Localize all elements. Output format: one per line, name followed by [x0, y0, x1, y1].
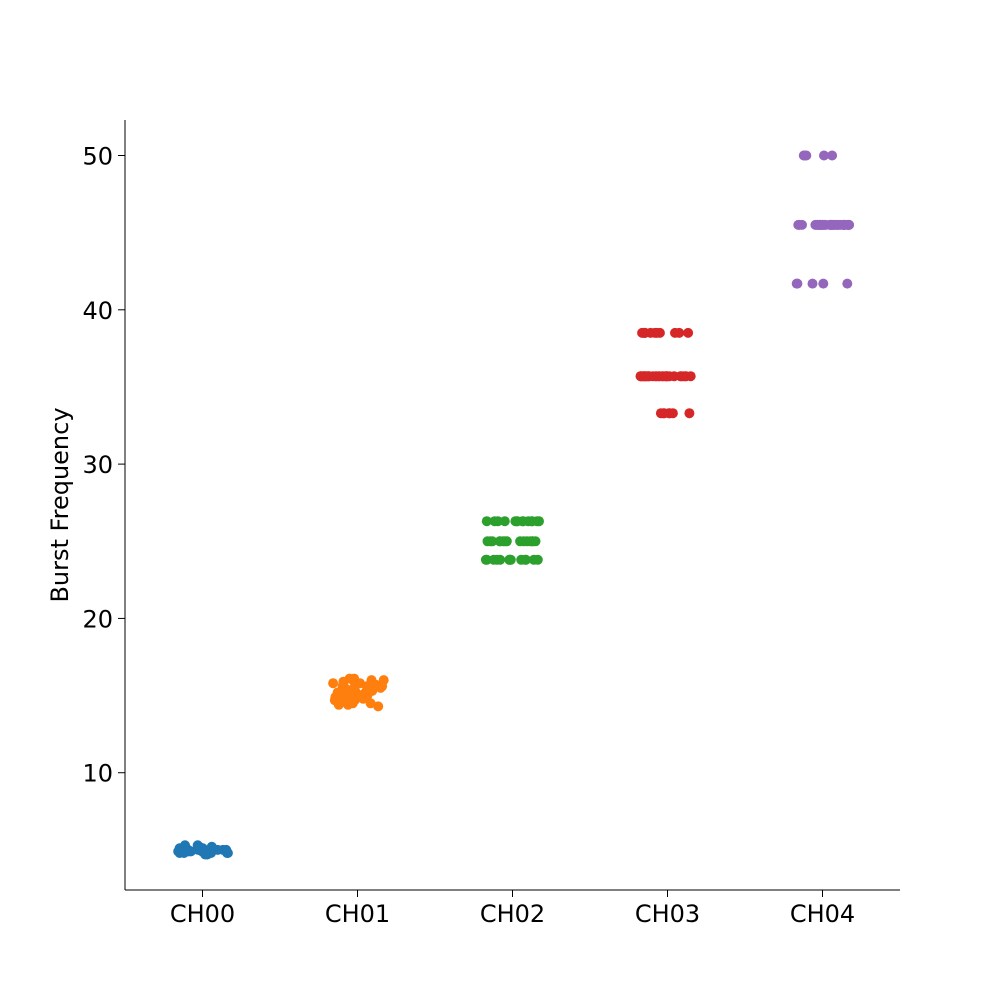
data-point-ch00: [200, 849, 211, 860]
data-point-ch01: [349, 685, 360, 696]
x-tick-label-ch04: CH04: [790, 900, 855, 928]
data-point-ch00: [180, 846, 191, 857]
data-points: [173, 150, 854, 860]
data-point-ch02: [481, 516, 492, 527]
data-point-ch02: [494, 536, 505, 547]
data-point-ch01: [328, 678, 339, 689]
y-tick-label: 50: [82, 142, 113, 170]
data-point-ch01: [339, 682, 350, 693]
data-point-ch01: [373, 701, 384, 712]
data-point-ch03: [653, 371, 664, 382]
data-point-ch01: [365, 698, 376, 709]
x-tick-label-ch00: CH00: [170, 900, 235, 928]
data-point-ch04: [815, 219, 826, 230]
x-tick-label-ch01: CH01: [325, 900, 390, 928]
data-point-ch02: [489, 516, 500, 527]
data-point-ch02: [534, 516, 544, 527]
data-point-ch00: [222, 848, 233, 858]
data-point-ch04: [792, 278, 803, 289]
x-axis-ticks: CH00 CH01 CH02 CH03 CH04: [170, 890, 855, 928]
y-axis-title: Burst Frequency: [46, 407, 74, 602]
data-point-ch04: [819, 150, 829, 161]
y-tick-label: 10: [82, 760, 113, 788]
data-point-ch01: [370, 679, 381, 690]
data-point-ch01: [332, 687, 343, 698]
data-point-ch04: [801, 150, 812, 161]
data-point-ch02: [480, 554, 491, 565]
data-point-ch03: [683, 327, 694, 338]
data-point-ch01: [360, 687, 371, 698]
data-point-ch04: [818, 278, 829, 289]
y-axis-ticks: 10 20 30 40 50: [82, 142, 125, 788]
data-point-ch02: [488, 554, 499, 565]
data-point-ch04: [844, 219, 854, 230]
y-tick-label: 20: [82, 605, 113, 633]
data-point-ch02: [525, 536, 536, 547]
data-point-ch03: [636, 371, 646, 382]
data-point-ch04: [827, 150, 838, 161]
data-point-ch03: [670, 327, 680, 338]
data-point-ch01: [349, 673, 360, 684]
data-point-ch03: [684, 408, 695, 419]
data-point-ch02: [516, 554, 527, 565]
data-point-ch02: [528, 554, 539, 565]
data-point-ch03: [637, 327, 648, 338]
data-point-ch03: [651, 327, 662, 338]
data-point-ch04: [842, 278, 853, 289]
data-point-ch02: [499, 516, 510, 527]
data-point-ch03: [675, 371, 686, 382]
y-tick-label: 40: [82, 297, 113, 325]
data-point-ch02: [482, 536, 493, 547]
x-tick-label-ch02: CH02: [480, 900, 545, 928]
data-point-ch00: [193, 844, 204, 855]
data-point-ch01: [349, 695, 360, 706]
data-point-ch04: [793, 219, 804, 230]
data-point-ch04: [807, 278, 818, 289]
y-tick-label: 30: [82, 451, 113, 479]
data-point-ch02: [505, 554, 516, 565]
data-point-ch04: [826, 219, 837, 230]
x-tick-label-ch03: CH03: [635, 900, 700, 928]
data-point-ch03: [685, 371, 696, 382]
data-point-ch02: [518, 516, 529, 527]
data-point-ch03: [658, 408, 669, 419]
